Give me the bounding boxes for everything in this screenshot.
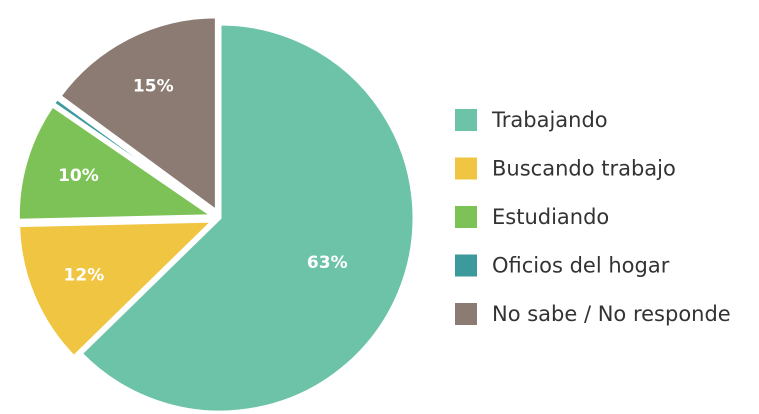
- legend-label: Estudiando: [492, 205, 609, 229]
- legend-label: Trabajando: [491, 108, 608, 132]
- value-label: 15%: [133, 76, 174, 96]
- legend-swatch: [455, 206, 477, 228]
- pie-slice: [51, 96, 215, 215]
- pie-slice: [57, 15, 218, 214]
- legend-swatch: [455, 109, 477, 131]
- pie-slice: [16, 103, 218, 222]
- legend-label: No sabe / No responde: [492, 302, 731, 326]
- pie-slice: [79, 22, 416, 414]
- legend-label: Buscando trabajo: [492, 157, 676, 181]
- legend-swatch: [455, 303, 477, 325]
- value-label: 63%: [307, 253, 348, 273]
- value-label: 12%: [64, 265, 105, 285]
- legend-swatch: [455, 254, 477, 277]
- legend-label: Oficios del hogar: [492, 254, 670, 278]
- value-label: 10%: [58, 166, 99, 186]
- legend-swatch: [455, 157, 477, 180]
- pie-slice: [17, 219, 217, 359]
